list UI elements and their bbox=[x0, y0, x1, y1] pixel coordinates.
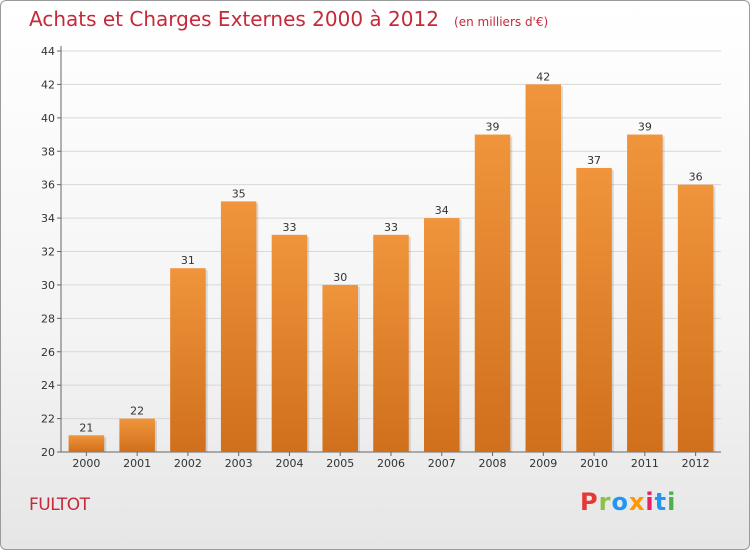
x-tick-label: 2008 bbox=[479, 457, 507, 470]
value-label: 21 bbox=[79, 421, 93, 434]
bar bbox=[170, 268, 206, 452]
x-tick-label: 2006 bbox=[377, 457, 405, 470]
logo-letter: o bbox=[611, 488, 629, 516]
value-label: 33 bbox=[384, 221, 398, 234]
x-tick-label: 2003 bbox=[225, 457, 253, 470]
value-label: 33 bbox=[282, 221, 296, 234]
proxiti-logo[interactable]: Proxiti bbox=[580, 488, 676, 516]
x-tick-label: 2002 bbox=[174, 457, 202, 470]
value-label: 35 bbox=[232, 187, 246, 200]
logo-letter: t bbox=[654, 488, 668, 516]
x-tick-label: 2007 bbox=[428, 457, 456, 470]
value-label: 22 bbox=[130, 405, 144, 418]
bar bbox=[373, 234, 409, 452]
bar bbox=[525, 84, 562, 453]
x-tick-label: 2005 bbox=[326, 457, 354, 470]
logo-letter: i bbox=[667, 488, 677, 516]
y-tick-label: 32 bbox=[41, 246, 55, 259]
bar bbox=[68, 435, 105, 452]
logo-letter: P bbox=[580, 488, 599, 516]
bar bbox=[576, 167, 612, 453]
y-tick-label: 28 bbox=[41, 312, 55, 325]
logo-letter: i bbox=[645, 488, 655, 516]
bar bbox=[220, 201, 257, 452]
value-label: 39 bbox=[638, 121, 652, 134]
bar bbox=[627, 134, 663, 452]
value-label: 31 bbox=[181, 254, 195, 267]
y-tick-label: 30 bbox=[41, 279, 55, 292]
value-label: 34 bbox=[435, 204, 449, 217]
bar bbox=[474, 134, 511, 452]
value-label: 39 bbox=[486, 121, 500, 134]
y-tick-label: 38 bbox=[41, 145, 55, 158]
value-label: 36 bbox=[689, 171, 703, 184]
chart-unit: (en milliers d'€) bbox=[454, 15, 549, 29]
x-tick-label: 2012 bbox=[682, 457, 710, 470]
value-label: 42 bbox=[536, 70, 550, 83]
y-tick-label: 40 bbox=[41, 112, 55, 125]
y-tick-label: 34 bbox=[41, 212, 55, 225]
chart-title-block: Achats et Charges Externes 2000 à 2012 (… bbox=[29, 7, 548, 31]
x-tick-label: 2004 bbox=[275, 457, 303, 470]
bar bbox=[677, 184, 714, 452]
y-tick-label: 42 bbox=[41, 78, 55, 91]
place-name: FULTOT bbox=[29, 495, 90, 515]
bar bbox=[424, 218, 460, 452]
chart-title: Achats et Charges Externes 2000 à 2012 bbox=[29, 7, 439, 31]
y-tick-label: 22 bbox=[41, 413, 55, 426]
logo-letter: r bbox=[598, 488, 612, 516]
logo-letter: x bbox=[628, 488, 646, 516]
labels: 20 22 24 26 28 30 32 34 36 38 40 42 44 2000 21 2001 22 20… bbox=[41, 45, 710, 470]
x-tick-label: 2011 bbox=[631, 457, 659, 470]
x-tick-label: 2010 bbox=[580, 457, 608, 470]
bars bbox=[68, 84, 716, 453]
y-tick-label: 20 bbox=[41, 446, 55, 459]
y-tick-label: 44 bbox=[41, 45, 55, 58]
bar bbox=[271, 234, 308, 452]
value-label: 37 bbox=[587, 154, 601, 167]
bar bbox=[119, 418, 155, 452]
x-tick-label: 2000 bbox=[72, 457, 100, 470]
y-tick-label: 24 bbox=[41, 379, 55, 392]
y-tick-label: 26 bbox=[41, 346, 55, 359]
x-tick-label: 2001 bbox=[123, 457, 151, 470]
bar bbox=[322, 284, 358, 452]
x-tick-label: 2009 bbox=[529, 457, 557, 470]
value-label: 30 bbox=[333, 271, 347, 284]
y-tick-label: 36 bbox=[41, 179, 55, 192]
